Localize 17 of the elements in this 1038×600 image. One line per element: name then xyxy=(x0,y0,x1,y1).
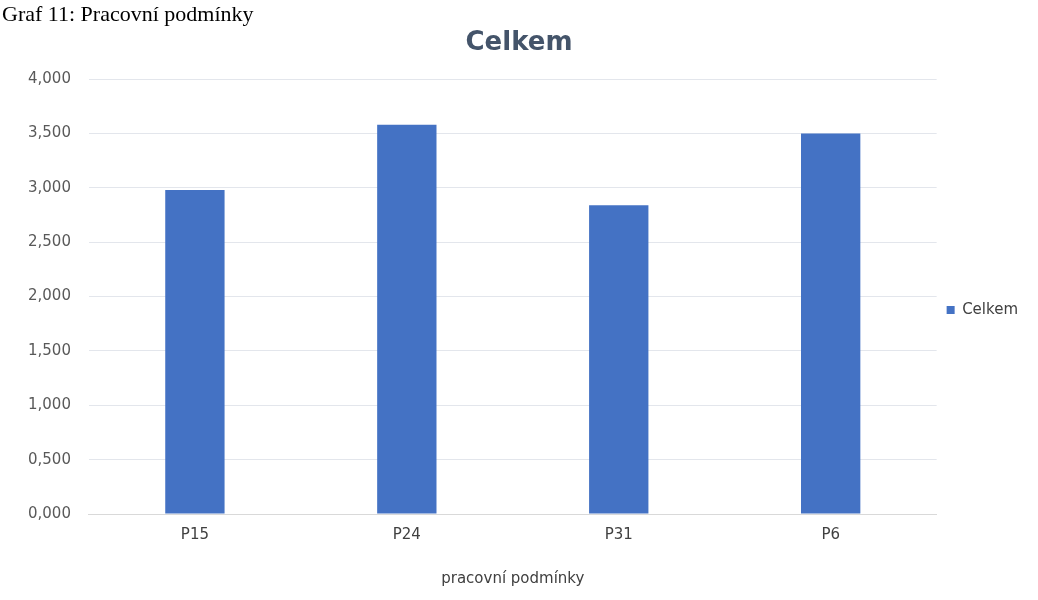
y-tick-label: 0,000 xyxy=(27,503,71,522)
chart-title: Celkem xyxy=(465,26,573,57)
y-tick-label: 1,000 xyxy=(27,395,71,414)
y-tick-label: 1,500 xyxy=(27,340,71,359)
x-tick-label: P15 xyxy=(180,524,209,543)
y-tick-label: 4,000 xyxy=(27,69,71,88)
y-tick-label: 0,500 xyxy=(27,449,71,468)
y-tick-label: 2,000 xyxy=(27,286,71,305)
text: Graf 11: Pracovní podmínky xyxy=(1,0,255,28)
x-tick-label: P31 xyxy=(604,524,633,543)
x-tick-label: P6 xyxy=(821,524,840,543)
y-tick-label: 3,500 xyxy=(27,123,71,142)
x-tick-label: P24 xyxy=(392,524,421,543)
x-axis-title: pracovní podmínky xyxy=(441,568,585,587)
y-tick-label: 2,500 xyxy=(27,232,71,251)
legend-label: Celkem xyxy=(962,299,1019,318)
y-tick-label: 3,000 xyxy=(27,177,71,196)
